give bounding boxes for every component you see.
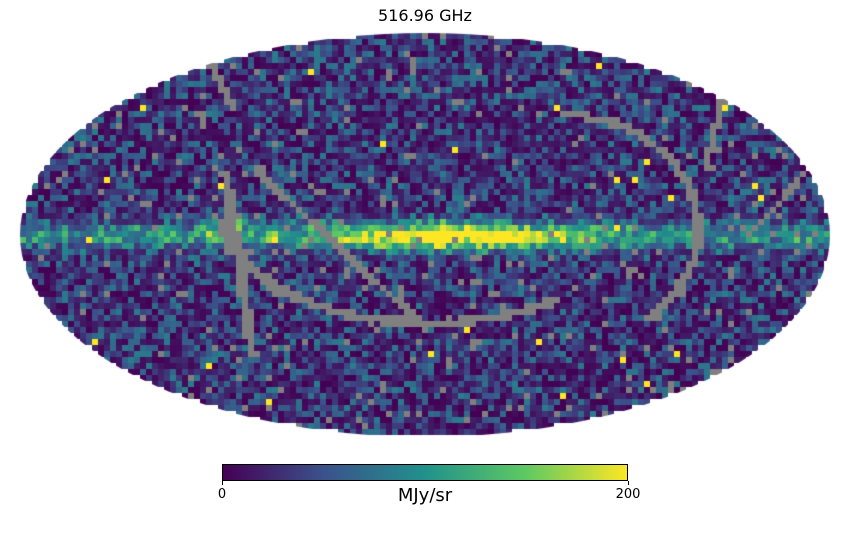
colorbar-max-label: 200 (615, 487, 641, 502)
sky-map-mollweide (0, 0, 850, 460)
map-title: 516.96 GHz (378, 6, 472, 25)
colorbar-unit-label: MJy/sr (397, 485, 453, 506)
colorbar-tick-max (628, 481, 629, 485)
colorbar-tick-min (222, 481, 223, 485)
colorbar-gradient (222, 464, 628, 481)
colorbar-min-label: 0 (217, 487, 227, 502)
